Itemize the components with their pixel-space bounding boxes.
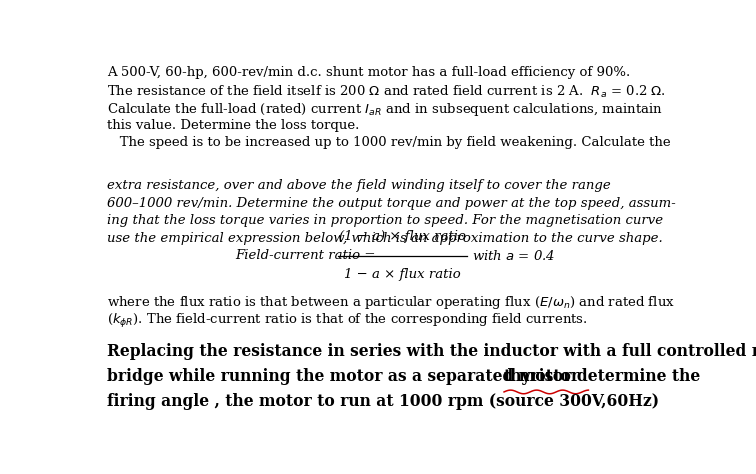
Text: (1 − a) × flux ratio: (1 − a) × flux ratio [339, 230, 466, 243]
Text: Calculate the full-load (rated) current $I_{aR}$ and in subsequent calculations,: Calculate the full-load (rated) current … [107, 101, 663, 118]
Text: A 500-V, 60-hp, 600-rev/min d.c. shunt motor has a full-load efficiency of 90%.: A 500-V, 60-hp, 600-rev/min d.c. shunt m… [107, 66, 631, 79]
Text: this value. Determine the loss torque.: this value. Determine the loss torque. [107, 118, 360, 132]
Text: bridge while running the motor as a separated motor determine the: bridge while running the motor as a sepa… [107, 368, 706, 385]
Text: use the empirical expression below, which is an approximation to the curve shape: use the empirical expression below, whic… [107, 232, 663, 245]
Text: thyristor: thyristor [504, 368, 580, 385]
Text: Field-current ratio =: Field-current ratio = [235, 249, 380, 262]
Text: 1 − a × flux ratio: 1 − a × flux ratio [344, 268, 460, 281]
Text: The resistance of the field itself is 200 $\Omega$ and rated field current is 2 : The resistance of the field itself is 20… [107, 83, 666, 100]
Text: The speed is to be increased up to 1000 rev/min by field weakening. Calculate th: The speed is to be increased up to 1000 … [107, 136, 671, 149]
Text: where the flux ratio is that between a particular operating flux ($E/\omega_n$) : where the flux ratio is that between a p… [107, 294, 675, 311]
Text: extra resistance, over and above the field winding itself to cover the range: extra resistance, over and above the fie… [107, 179, 611, 192]
Text: Replacing the resistance in series with the inductor with a full controlled rect: Replacing the resistance in series with … [107, 343, 756, 360]
Text: with $a$ = 0.4: with $a$ = 0.4 [472, 249, 556, 263]
Text: 600–1000 rev/min. Determine the output torque and power at the top speed, assum-: 600–1000 rev/min. Determine the output t… [107, 197, 676, 210]
Text: ing that the loss torque varies in proportion to speed. For the magnetisation cu: ing that the loss torque varies in propo… [107, 214, 664, 227]
Text: firing angle , the motor to run at 1000 rpm (source 300V,60Hz): firing angle , the motor to run at 1000 … [107, 393, 659, 410]
Text: ($k_{\phi R}$). The field-current ratio is that of the corresponding field curre: ($k_{\phi R}$). The field-current ratio … [107, 311, 588, 329]
